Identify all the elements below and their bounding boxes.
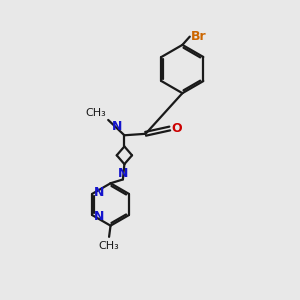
Text: O: O	[172, 122, 182, 135]
Text: CH₃: CH₃	[86, 108, 106, 118]
Text: N: N	[112, 120, 122, 133]
Text: N: N	[117, 167, 128, 180]
Text: Br: Br	[191, 30, 207, 43]
Text: N: N	[94, 186, 105, 199]
Text: CH₃: CH₃	[99, 241, 119, 251]
Text: N: N	[94, 210, 105, 223]
